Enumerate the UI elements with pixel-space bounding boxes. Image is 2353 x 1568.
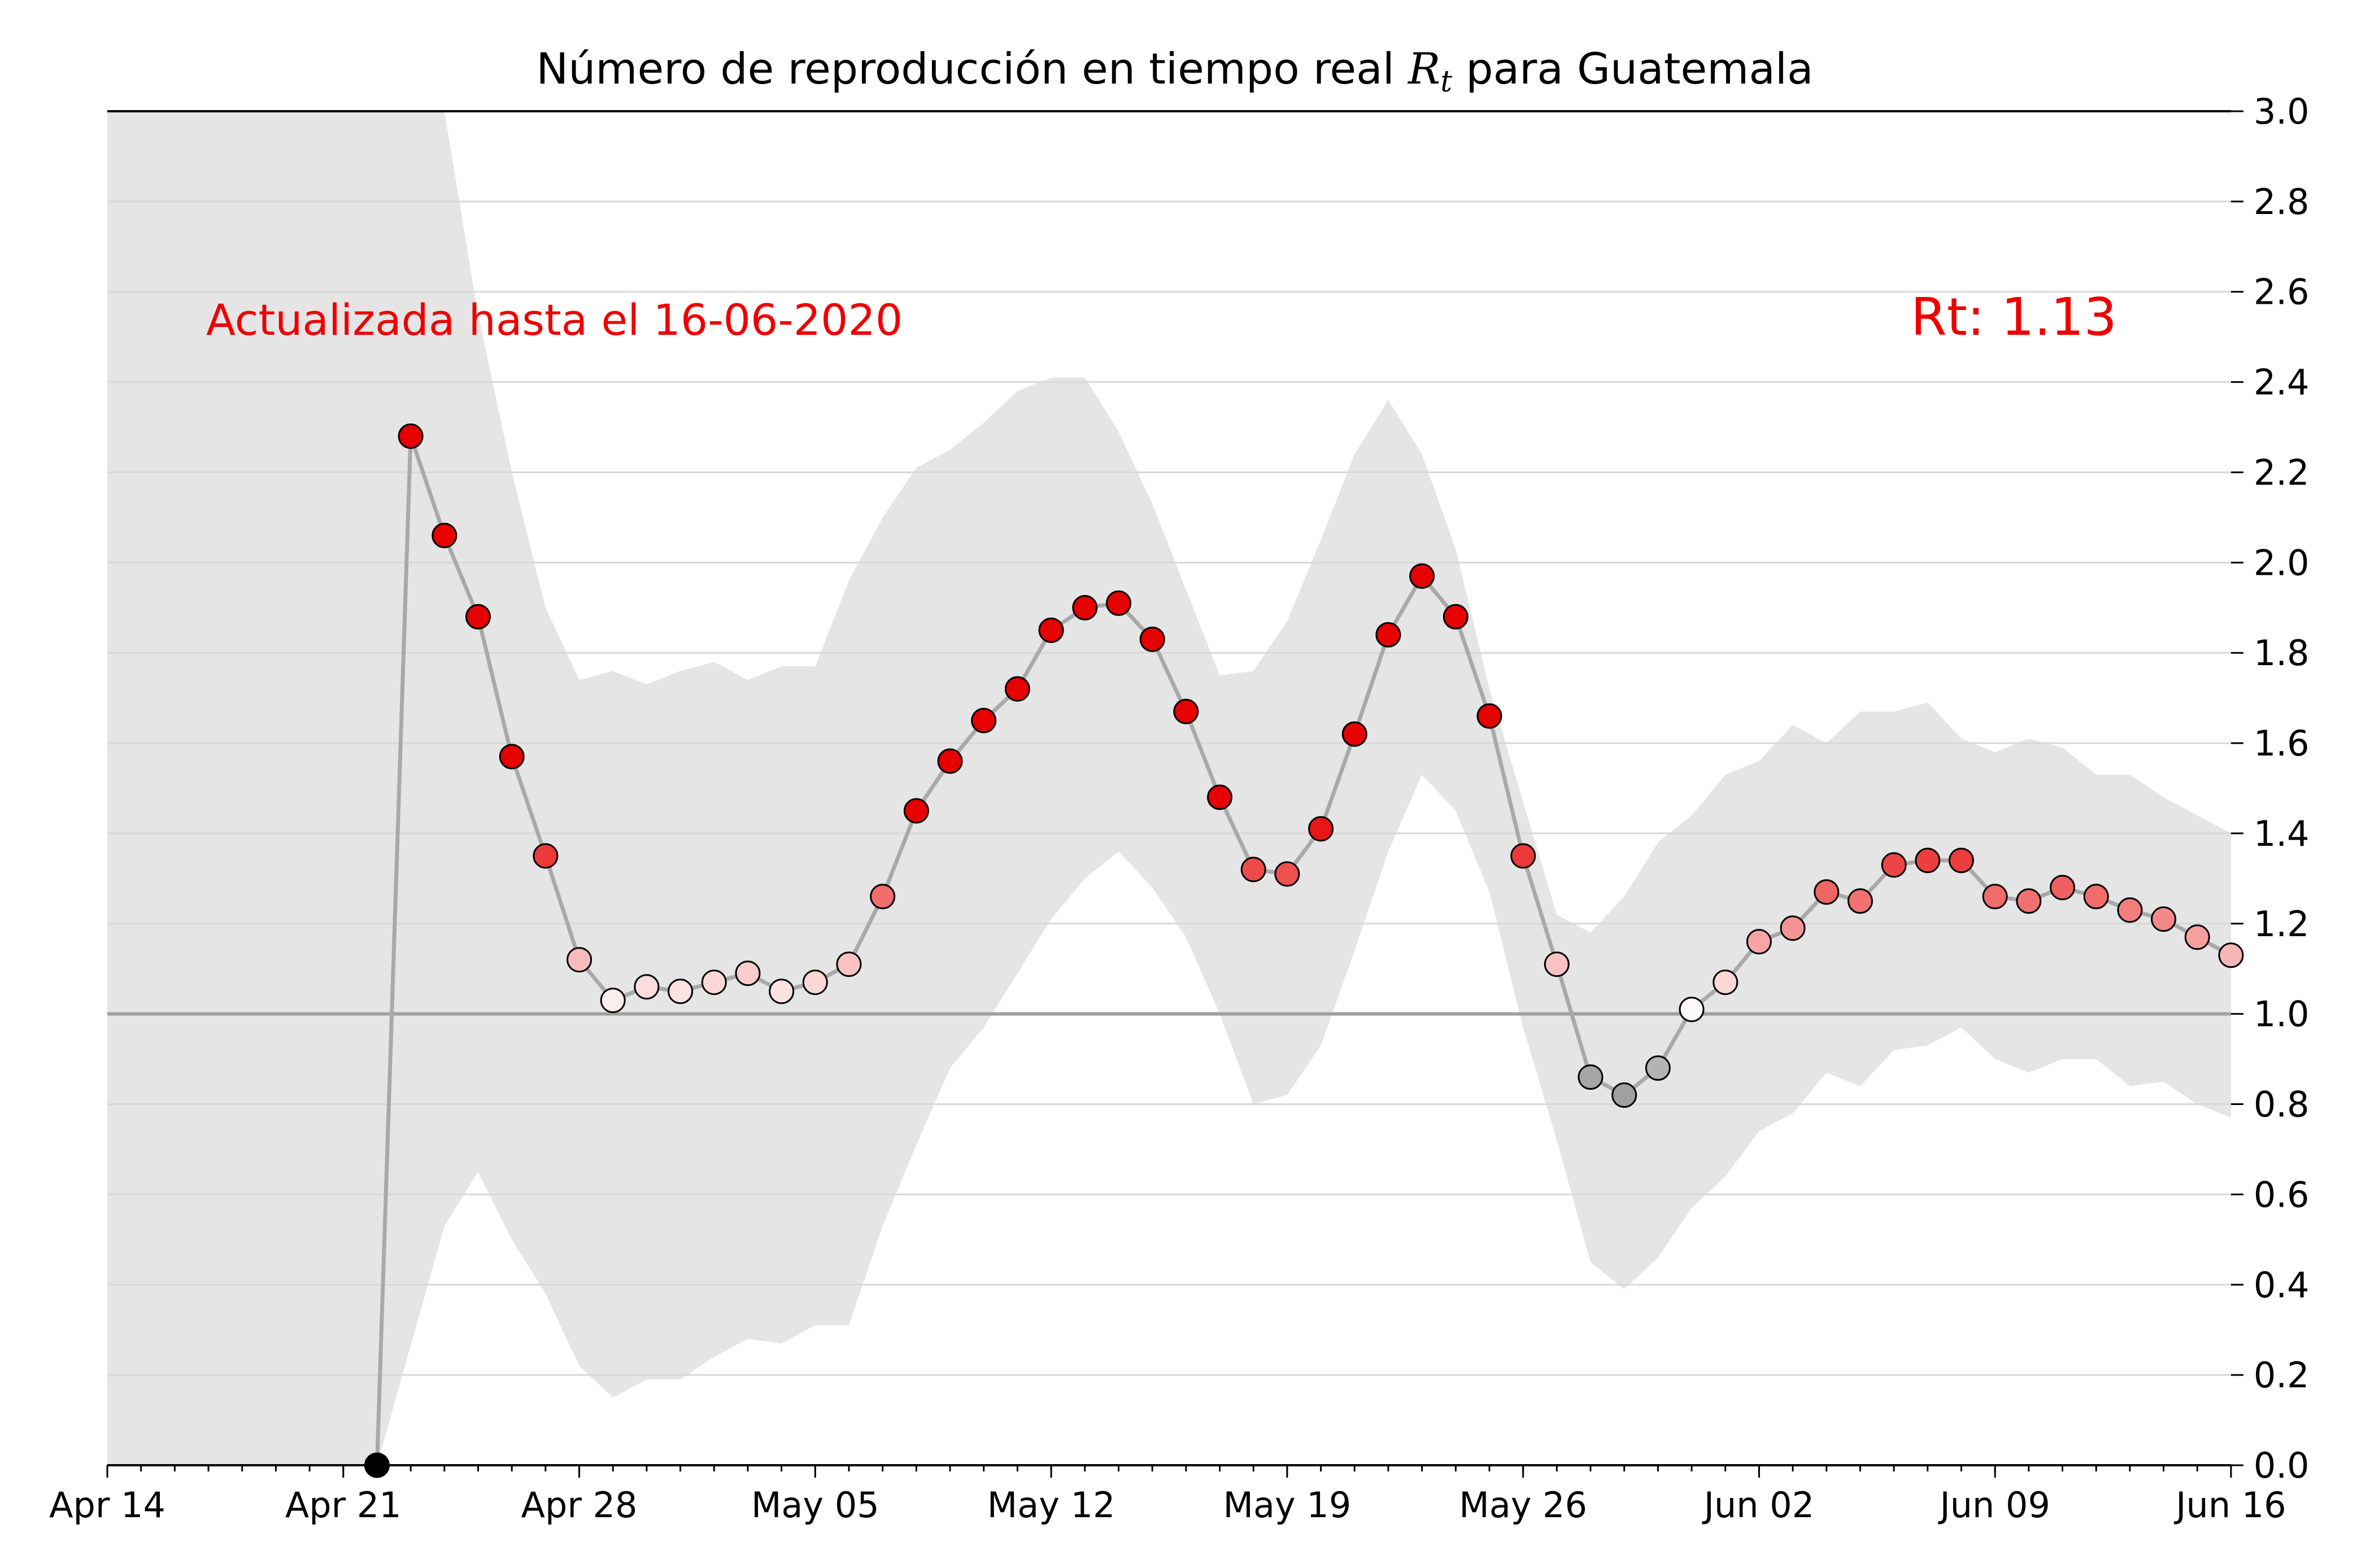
data-point	[701, 969, 727, 995]
data-point	[2050, 875, 2076, 901]
data-point	[600, 988, 626, 1014]
title-suffix: para Guatemala	[1452, 43, 1813, 94]
y-axis: 0.0 0.2 0.4 0.6 0.8 1.0 1.2 1.4 1.6 1.8 2.0 2.2 2.4 2…	[2231, 91, 2310, 1486]
data-point	[802, 969, 828, 995]
title-prefix: Número de reproducción en tiempo real	[536, 43, 1408, 94]
data-point	[836, 951, 862, 977]
y-tick-label: 1.0	[2254, 994, 2310, 1035]
data-point	[1207, 784, 1232, 810]
rt-points	[364, 423, 2244, 1478]
data-point	[2083, 884, 2109, 910]
data-point	[1746, 929, 1772, 955]
data-point	[499, 744, 525, 770]
x-tick-label: May 26	[1459, 1484, 1587, 1526]
data-point	[1308, 816, 1334, 842]
data-point	[465, 604, 491, 630]
data-point	[735, 960, 761, 986]
x-tick-label: Apr 14	[49, 1484, 165, 1526]
data-point	[1814, 879, 1840, 905]
data-point	[1645, 1055, 1671, 1081]
data-point	[1578, 1064, 1603, 1090]
x-tick-label: Jun 16	[2173, 1484, 2286, 1526]
x-tick-label: May 05	[751, 1484, 879, 1526]
confidence-band	[107, 111, 2231, 1465]
data-point	[1544, 951, 1570, 977]
band-area	[107, 111, 2231, 1465]
data-point	[1713, 969, 1738, 995]
y-tick-label: 0.2	[2254, 1355, 2310, 1396]
annotation-rt-value: Rt: 1.13	[1911, 287, 2117, 347]
x-tick-label: Jun 02	[1702, 1484, 1814, 1526]
y-tick-label: 1.4	[2254, 813, 2310, 854]
y-tick-label: 2.8	[2254, 181, 2310, 222]
data-point	[1072, 595, 1098, 621]
y-tick-label: 0.0	[2254, 1445, 2310, 1486]
data-point	[1847, 888, 1873, 914]
data-point	[1240, 857, 1266, 883]
title-symbol: R	[1407, 43, 1440, 94]
chart-title: Número de reproducción en tiempo real Rt…	[536, 43, 1813, 99]
data-point	[398, 423, 424, 449]
x-tick-label: May 19	[1223, 1484, 1351, 1526]
data-point	[1139, 626, 1165, 652]
data-point	[1915, 848, 1941, 873]
title-subscript: t	[1440, 65, 1452, 99]
y-tick-label: 0.4	[2254, 1264, 2310, 1305]
data-point	[2117, 897, 2143, 923]
y-tick-label: 1.6	[2254, 723, 2310, 764]
data-point	[432, 522, 457, 548]
data-point	[533, 843, 559, 869]
data-point	[937, 748, 963, 774]
y-tick-label: 1.8	[2254, 632, 2310, 674]
data-point	[1780, 915, 1806, 941]
data-point	[2218, 942, 2244, 968]
data-point	[634, 974, 660, 1000]
data-point	[1443, 604, 1469, 630]
data-point	[1106, 590, 1131, 616]
data-point	[567, 947, 592, 973]
x-tick-label: Apr 28	[521, 1484, 638, 1526]
data-point	[1341, 721, 1367, 747]
data-point	[971, 707, 997, 733]
data-point	[1510, 843, 1536, 869]
annotation-updated: Actualizada hasta el 16-06-2020	[206, 295, 903, 345]
x-axis: Apr 14 Apr 21 Apr 28 May 05 May 12 May 19 May …	[49, 1464, 2286, 1526]
data-point	[2184, 924, 2210, 950]
data-point	[1173, 698, 1199, 724]
data-point	[870, 884, 896, 910]
data-point	[1274, 861, 1300, 887]
y-tick-label: 0.8	[2254, 1084, 2310, 1125]
x-tick-label: May 12	[987, 1484, 1116, 1526]
y-tick-label: 1.2	[2254, 903, 2310, 945]
y-tick-label: 3.0	[2254, 91, 2310, 132]
data-point	[1375, 622, 1401, 648]
y-tick-label: 2.0	[2254, 542, 2310, 583]
data-point	[1679, 997, 1705, 1023]
data-point	[1949, 848, 1974, 873]
data-point	[1004, 676, 1030, 702]
x-tick-label: Jun 09	[1937, 1484, 2050, 1526]
data-point	[1409, 563, 1435, 589]
data-point	[1038, 617, 1064, 643]
data-point	[2151, 906, 2177, 932]
data-point	[903, 798, 929, 824]
data-point	[1611, 1082, 1637, 1108]
data-point	[1982, 884, 2008, 910]
x-tick-label: Apr 21	[285, 1484, 402, 1526]
data-point	[769, 979, 795, 1004]
y-tick-label: 0.6	[2254, 1174, 2310, 1215]
y-tick-label: 2.2	[2254, 452, 2310, 493]
data-point	[1476, 703, 1502, 729]
data-point	[1881, 852, 1907, 878]
data-point	[2016, 888, 2042, 914]
data-point	[668, 979, 694, 1004]
y-tick-label: 2.6	[2254, 272, 2310, 313]
y-tick-label: 2.4	[2254, 362, 2310, 403]
